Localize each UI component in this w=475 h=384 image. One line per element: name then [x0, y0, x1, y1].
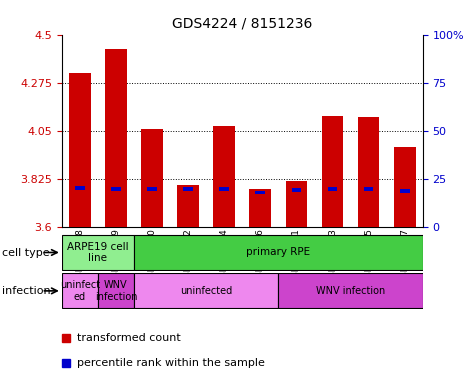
Bar: [134, 235, 423, 270]
Bar: [292, 189, 301, 192]
Text: uninfect
ed: uninfect ed: [60, 280, 100, 302]
Bar: [183, 187, 193, 191]
Bar: [394, 147, 416, 227]
Text: ARPE19 cell
line: ARPE19 cell line: [67, 242, 129, 263]
Text: primary RPE: primary RPE: [247, 247, 311, 258]
Bar: [147, 187, 157, 191]
Bar: [256, 190, 265, 194]
Bar: [75, 186, 85, 190]
Bar: [400, 189, 409, 193]
Bar: [322, 116, 343, 227]
Bar: [328, 187, 337, 191]
Text: cell type: cell type: [2, 248, 50, 258]
Bar: [141, 129, 163, 227]
Text: uninfected: uninfected: [180, 286, 232, 296]
Bar: [249, 189, 271, 227]
Bar: [111, 187, 121, 191]
Bar: [358, 117, 380, 227]
Bar: [213, 126, 235, 227]
Bar: [177, 185, 199, 227]
Bar: [134, 273, 278, 308]
Bar: [62, 235, 134, 270]
Title: GDS4224 / 8151236: GDS4224 / 8151236: [172, 17, 313, 31]
Bar: [69, 73, 91, 227]
Text: infection: infection: [2, 286, 51, 296]
Bar: [105, 50, 127, 227]
Text: WNV
infection: WNV infection: [95, 280, 137, 302]
Text: WNV infection: WNV infection: [316, 286, 385, 296]
Bar: [278, 273, 423, 308]
Bar: [98, 273, 134, 308]
Text: percentile rank within the sample: percentile rank within the sample: [77, 358, 266, 368]
Bar: [285, 181, 307, 227]
Text: transformed count: transformed count: [77, 333, 181, 343]
Bar: [62, 273, 98, 308]
Bar: [219, 187, 229, 191]
Bar: [364, 187, 373, 191]
